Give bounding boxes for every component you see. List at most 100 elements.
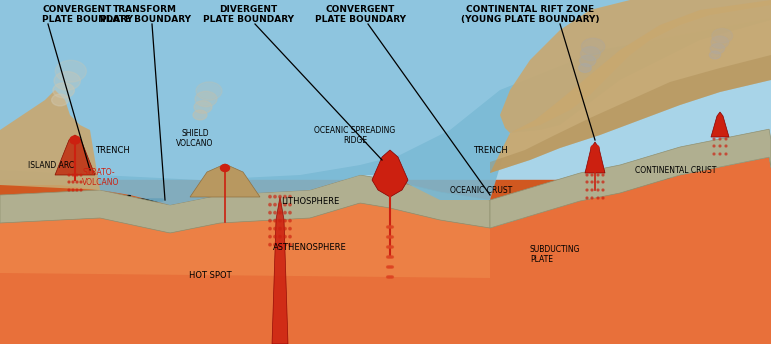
Ellipse shape [389, 266, 391, 268]
Text: CONTINENTAL RIFT ZONE
(YOUNG PLATE BOUNDARY): CONTINENTAL RIFT ZONE (YOUNG PLATE BOUND… [461, 5, 599, 24]
Ellipse shape [284, 227, 286, 230]
Ellipse shape [284, 235, 286, 238]
Ellipse shape [279, 244, 281, 246]
Ellipse shape [388, 236, 390, 238]
Ellipse shape [591, 189, 593, 191]
Polygon shape [0, 203, 490, 278]
Ellipse shape [269, 195, 271, 198]
Ellipse shape [388, 226, 390, 228]
Ellipse shape [586, 189, 588, 191]
Ellipse shape [389, 226, 391, 228]
Text: STRATO-
VOLCANO: STRATO- VOLCANO [82, 168, 120, 187]
Ellipse shape [269, 227, 271, 230]
Ellipse shape [279, 227, 281, 230]
Ellipse shape [710, 44, 725, 54]
Ellipse shape [76, 174, 78, 176]
Ellipse shape [72, 189, 74, 191]
Ellipse shape [80, 181, 82, 183]
Ellipse shape [269, 219, 271, 222]
Ellipse shape [80, 189, 82, 191]
Ellipse shape [274, 212, 276, 214]
Ellipse shape [390, 276, 392, 278]
Ellipse shape [274, 244, 276, 246]
Ellipse shape [274, 235, 276, 238]
Ellipse shape [386, 276, 389, 278]
Text: CONVERGENT
PLATE BOUNDARY: CONVERGENT PLATE BOUNDARY [42, 5, 133, 24]
Ellipse shape [386, 226, 389, 228]
Polygon shape [490, 129, 771, 228]
Ellipse shape [274, 227, 276, 230]
Ellipse shape [390, 256, 392, 258]
Ellipse shape [597, 174, 599, 176]
Text: OCEANIC CRUST: OCEANIC CRUST [450, 185, 512, 194]
Ellipse shape [279, 195, 281, 198]
Ellipse shape [713, 138, 715, 140]
Ellipse shape [289, 212, 291, 214]
Ellipse shape [274, 195, 276, 198]
Polygon shape [585, 142, 605, 173]
Ellipse shape [72, 174, 74, 176]
Ellipse shape [56, 60, 86, 82]
Polygon shape [490, 55, 771, 173]
Ellipse shape [579, 64, 591, 72]
Ellipse shape [269, 244, 271, 246]
Polygon shape [500, 0, 771, 133]
Text: SHIELD
VOLCANO: SHIELD VOLCANO [177, 129, 214, 148]
Ellipse shape [279, 219, 281, 222]
Ellipse shape [392, 276, 393, 278]
Ellipse shape [388, 246, 390, 248]
Ellipse shape [389, 276, 391, 278]
Ellipse shape [602, 174, 604, 176]
Ellipse shape [386, 266, 389, 268]
Ellipse shape [388, 276, 390, 278]
Ellipse shape [68, 174, 70, 176]
Ellipse shape [76, 181, 78, 183]
Text: LITHOSPHERE: LITHOSPHERE [281, 197, 339, 206]
Ellipse shape [279, 203, 281, 206]
Ellipse shape [392, 226, 393, 228]
Ellipse shape [140, 290, 300, 344]
Ellipse shape [719, 138, 721, 140]
Ellipse shape [392, 266, 393, 268]
Ellipse shape [586, 174, 588, 176]
Ellipse shape [713, 145, 715, 147]
Ellipse shape [725, 138, 727, 140]
Polygon shape [490, 0, 771, 173]
Ellipse shape [390, 236, 392, 238]
Ellipse shape [72, 181, 74, 183]
Ellipse shape [390, 246, 392, 248]
Ellipse shape [269, 212, 271, 214]
Ellipse shape [274, 203, 276, 206]
Ellipse shape [581, 38, 604, 55]
Ellipse shape [392, 236, 393, 238]
Ellipse shape [719, 145, 721, 147]
Ellipse shape [289, 195, 291, 198]
Ellipse shape [597, 189, 599, 191]
Ellipse shape [68, 189, 70, 191]
Ellipse shape [602, 189, 604, 191]
Ellipse shape [602, 181, 604, 183]
Text: TRENCH: TRENCH [473, 146, 507, 155]
Ellipse shape [284, 219, 286, 222]
Polygon shape [272, 197, 288, 344]
Ellipse shape [719, 153, 721, 155]
Ellipse shape [389, 256, 391, 258]
Polygon shape [711, 112, 729, 137]
Text: CONTINENTAL CRUST: CONTINENTAL CRUST [635, 165, 716, 174]
Ellipse shape [196, 82, 222, 100]
Text: SUBDUCTING
PLATE: SUBDUCTING PLATE [530, 245, 581, 265]
Polygon shape [0, 0, 771, 205]
Ellipse shape [193, 110, 207, 120]
Text: HOT SPOT: HOT SPOT [189, 270, 231, 279]
Ellipse shape [279, 212, 281, 214]
Ellipse shape [195, 91, 217, 107]
Text: TRENCH: TRENCH [95, 146, 130, 155]
Ellipse shape [279, 235, 281, 238]
Ellipse shape [221, 164, 230, 172]
Ellipse shape [284, 244, 286, 246]
Polygon shape [490, 200, 771, 344]
Ellipse shape [388, 266, 390, 268]
Ellipse shape [709, 51, 721, 59]
Ellipse shape [284, 203, 286, 206]
Ellipse shape [389, 246, 391, 248]
